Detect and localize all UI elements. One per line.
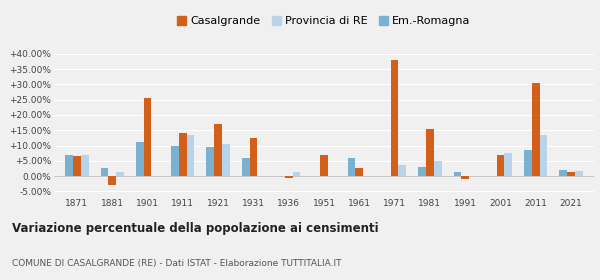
Bar [532,83,539,176]
Bar [293,172,301,176]
Bar [101,167,109,176]
Bar [559,170,567,176]
Bar [391,60,398,176]
Bar [497,155,505,176]
Bar [206,147,214,176]
Bar [187,135,194,176]
Bar [505,153,512,176]
Bar [179,133,187,176]
Text: Variazione percentuale della popolazione ai censimenti: Variazione percentuale della popolazione… [12,222,379,235]
Bar [418,167,426,176]
Bar [575,171,583,176]
Bar [355,169,363,176]
Bar [454,172,461,176]
Bar [65,155,73,176]
Bar [398,165,406,176]
Bar [250,138,257,176]
Bar [347,158,355,176]
Bar [461,176,469,179]
Bar [73,156,81,176]
Bar [567,172,575,176]
Bar [143,98,151,176]
Bar [426,129,434,176]
Bar [285,176,293,178]
Legend: Casalgrande, Provincia di RE, Em.-Romagna: Casalgrande, Provincia di RE, Em.-Romagn… [173,11,475,31]
Bar [222,144,230,176]
Bar [109,176,116,185]
Bar [116,172,124,176]
Bar [539,135,547,176]
Bar [136,143,143,176]
Bar [524,150,532,176]
Text: COMUNE DI CASALGRANDE (RE) - Dati ISTAT - Elaborazione TUTTITALIA.IT: COMUNE DI CASALGRANDE (RE) - Dati ISTAT … [12,259,341,268]
Bar [81,155,89,176]
Bar [434,161,442,176]
Bar [242,158,250,176]
Bar [214,124,222,176]
Bar [320,155,328,176]
Bar [171,146,179,176]
